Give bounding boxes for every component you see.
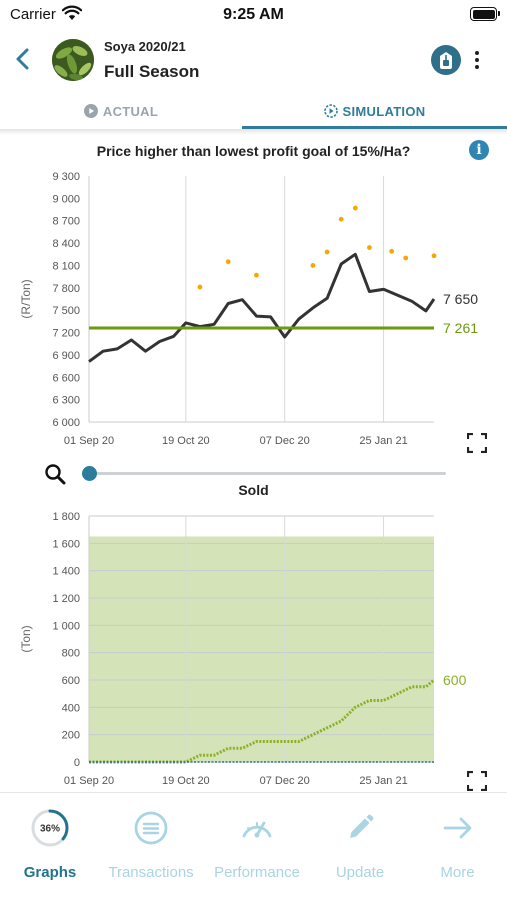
y-tick-label: 400 [62,702,80,714]
simulated-price-dot [310,263,316,268]
simulated-price-dot [338,216,344,222]
battery-icon [470,7,500,21]
price-current-value: 7 650 [443,291,478,307]
simulated-price-dot [197,284,203,290]
x-tick-label: 25 Jan 21 [359,435,407,447]
simulated-price-dot [367,245,372,250]
tabs-shadow [0,129,507,135]
sold-current-value: 600 [443,672,467,688]
x-tick-label: 25 Jan 21 [359,775,407,787]
price-chart-title: Price higher than lowest profit goal of … [96,143,411,159]
y-tick-label: 0 [74,757,80,769]
active-tab-indicator [242,126,507,129]
sold-target-band [89,536,434,762]
x-tick-label: 19 Oct 20 [162,435,210,447]
y-tick-label: 1 400 [52,566,80,578]
nav-more-label: More [440,864,475,881]
y-tick-label: 800 [62,648,80,660]
y-tick-label: 200 [62,730,80,742]
y-tick-label: 600 [62,675,80,687]
y-axis-title: (R/Ton) [19,279,33,318]
price-series-line [88,252,436,363]
back-button[interactable] [10,44,36,74]
y-tick-label: 6 600 [52,372,80,384]
more-options-button[interactable] [468,47,486,73]
x-tick-label: 07 Dec 20 [260,435,310,447]
expand-sold-chart-icon[interactable] [467,771,487,791]
y-tick-label: 1 000 [52,620,80,632]
wifi-icon [62,5,82,20]
nav-performance[interactable]: Performance [202,793,312,900]
arrow-right-icon [443,817,471,839]
y-tick-label: 7 800 [52,283,80,295]
y-tick-label: 8 100 [52,260,80,272]
simulated-price-dot [324,249,330,255]
y-axis-title: (Ton) [19,625,33,652]
zoom-slider-track[interactable] [82,472,446,475]
tab-simulation-label: SIMULATION [342,103,426,119]
sold-chart-title: Sold [238,482,269,498]
y-tick-label: 6 300 [52,395,80,407]
sold-chart: 1 800 1 600 1 400 1 200 1 000 800 600 400 200 0 01… [19,511,467,787]
app-header: Soya 2020/21 Full Season [0,30,507,90]
profit-goal-value: 7 261 [443,320,478,336]
y-tick-label: 7 500 [52,305,80,317]
x-tick-label: 01 Sep 20 [64,435,114,447]
tab-actual-label: ACTUAL [102,103,159,119]
y-tick-label: 1 200 [52,593,80,605]
nav-transactions[interactable]: Transactions [100,793,202,900]
simulated-price-dot [254,272,259,278]
nav-performance-label: Performance [214,864,300,881]
simulated-price-dot [352,205,358,211]
crop-avatar [52,39,94,81]
progress-badge: 36% [40,824,60,835]
y-tick-label: 1 800 [52,511,80,523]
clock: 9:25 AM [223,6,284,23]
bottom-nav: 36% Graphs Transactions Performance Upda… [0,793,507,900]
nav-update-label: Update [335,864,385,881]
season-subtitle: Soya 2020/21 [104,39,186,54]
y-tick-label: 6 900 [52,350,80,362]
tab-simulation[interactable]: SIMULATION [242,92,507,130]
y-tick-label: 9 300 [52,171,80,183]
gauge-icon [242,821,272,838]
y-tick-label: 8 700 [52,216,80,228]
info-icon[interactable]: i [469,140,489,160]
sold-series-line [89,678,435,764]
y-tick-label: 6 000 [52,417,80,429]
y-tick-label: 1 600 [52,538,80,550]
nav-graphs[interactable]: 36% Graphs [0,793,100,900]
soybean-image [52,39,94,81]
carrier-label: Carrier [10,6,56,23]
nav-graphs-label: Graphs [23,864,77,881]
y-tick-label: 7 200 [52,328,80,340]
pencil-icon [350,814,374,838]
tab-actual[interactable]: ACTUAL [0,92,242,130]
bottom-nav-divider [0,792,507,793]
y-tick-label: 8 400 [52,238,80,250]
list-circle-icon [134,811,168,845]
zoom-icon[interactable] [44,463,66,485]
tab-bar: ACTUAL SIMULATION [0,92,507,130]
nav-transactions-label: Transactions [108,864,194,881]
expand-price-chart-icon[interactable] [467,433,487,453]
share-button[interactable] [430,44,462,76]
x-tick-label: 19 Oct 20 [162,775,210,787]
simulated-price-dot [403,255,409,261]
status-bar: Carrier 9:25 AM [0,0,507,30]
x-tick-label: 07 Dec 20 [260,775,310,787]
simulated-price-dot [225,259,231,265]
nav-update[interactable]: Update [312,793,408,900]
progress-ring-icon: 36% [31,809,69,847]
page-title: Full Season [104,62,200,81]
x-tick-label: 01 Sep 20 [64,775,114,787]
play-circle-icon [83,104,98,118]
nav-more[interactable]: More [408,793,507,900]
zoom-slider-handle[interactable] [82,466,97,481]
simulated-price-dot [389,248,395,254]
y-tick-label: 9 000 [52,193,80,205]
simulated-price-dot [431,253,437,259]
play-circle-dashed-icon [323,104,338,118]
price-chart: 9 300 9 000 8 700 8 400 8 100 7 800 7 500 7 200… [19,171,478,447]
